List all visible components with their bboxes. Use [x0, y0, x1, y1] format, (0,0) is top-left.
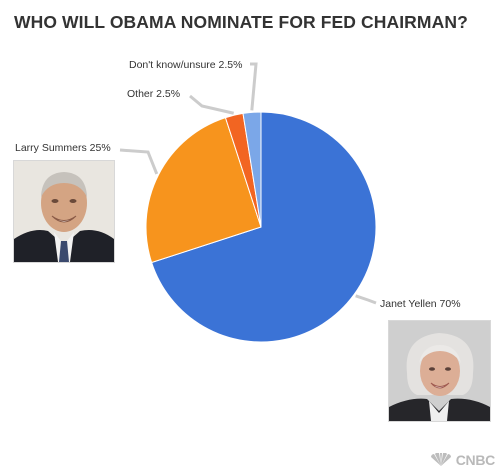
- portrait-woman-icon: [389, 321, 490, 421]
- leader-line: [250, 62, 258, 111]
- janet-yellen-photo: [388, 320, 491, 422]
- cnbc-logo: CNBC: [429, 452, 495, 468]
- slice-label: Larry Summers 25%: [15, 142, 111, 154]
- larry-summers-photo: [13, 160, 115, 263]
- slice-dont-know: [242, 111, 262, 228]
- leader-line: [355, 294, 377, 305]
- slice-label: Janet Yellen 70%: [380, 298, 461, 310]
- logo-text: CNBC: [455, 452, 496, 468]
- slice-larry-summers: [145, 116, 262, 264]
- leader-lines: [119, 62, 377, 305]
- pie-slices: [145, 111, 377, 343]
- slice-label: Other 2.5%: [127, 88, 180, 100]
- chart-title: WHO WILL OBAMA NOMINATE FOR FED CHAIRMAN…: [14, 12, 468, 32]
- portrait-man-icon: [14, 161, 114, 262]
- slice-label: Don't know/unsure 2.5%: [129, 59, 243, 71]
- slice-labels: Janet Yellen 70% Larry Summers 25% Other 2…: [15, 59, 461, 310]
- leader-line: [189, 94, 235, 115]
- leader-line: [119, 148, 159, 175]
- peacock-icon: [430, 453, 451, 466]
- slice-janet-yellen: [150, 111, 377, 343]
